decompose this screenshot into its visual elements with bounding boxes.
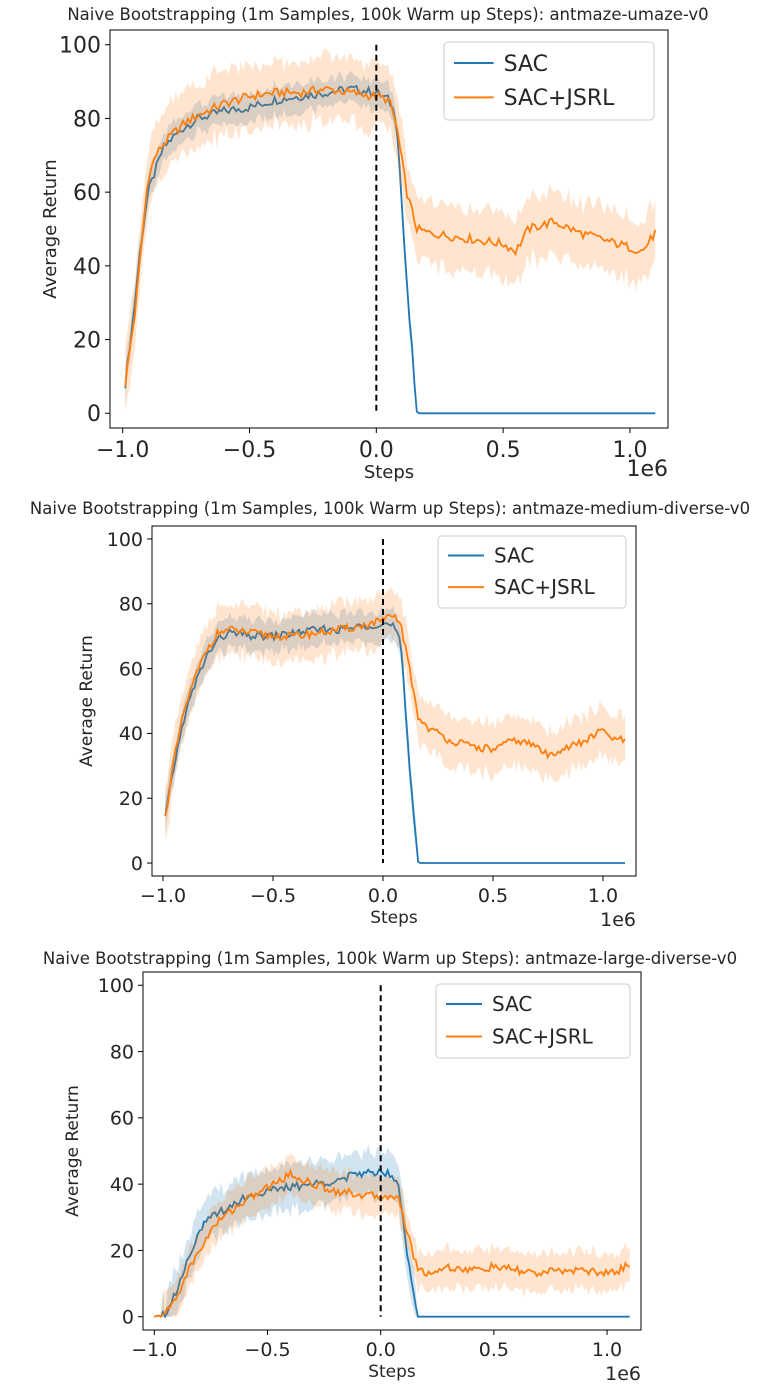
legend-entry: SAC+JSRL (504, 86, 616, 111)
y-axis-label: Average Return (77, 635, 97, 767)
x-axis-label: Steps (364, 462, 414, 483)
plot-area (164, 587, 626, 864)
y-tick-label: 40 (119, 723, 143, 745)
x-tick-label: 0.0 (366, 1339, 396, 1361)
y-tick-label: 0 (87, 402, 101, 427)
y-tick-label: 60 (73, 181, 101, 206)
x-tick-label: −0.5 (223, 438, 276, 463)
y-tick-label: 20 (110, 1240, 134, 1262)
legend-entry: SAC (494, 543, 534, 567)
legend-frame (443, 41, 655, 121)
y-tick-label: 40 (73, 255, 101, 280)
legend-entry: SAC (492, 992, 532, 1016)
legend-frame (437, 535, 627, 609)
y-tick-label: 20 (119, 788, 143, 810)
plot-area (124, 48, 657, 415)
y-axis-label: Average Return (63, 1085, 83, 1217)
x-tick-label: −1.0 (131, 1339, 177, 1361)
y-tick-label: 100 (98, 975, 134, 997)
series-line-sac-jsrl (164, 613, 626, 816)
chart-title: Naive Bootstrapping (1m Samples, 100k Wa… (30, 499, 750, 518)
y-tick-label: 0 (122, 1307, 134, 1329)
x-offset-label: 1e6 (600, 909, 636, 931)
x-tick-label: 0.0 (359, 438, 394, 463)
y-tick-label: 60 (110, 1108, 134, 1130)
legend-entry: SAC (504, 52, 548, 77)
y-tick-label: 80 (110, 1041, 134, 1063)
legend-frame (435, 983, 631, 1059)
legend-entry: SAC+JSRL (494, 575, 596, 599)
x-tick-label: 1.0 (588, 885, 618, 907)
plot-frame (109, 29, 669, 429)
y-axis-label: Average Return (40, 159, 61, 298)
legend: SAC SAC+JSRL (435, 983, 631, 1059)
y-tick-label: 20 (73, 328, 101, 353)
x-tick-label: −1.0 (96, 438, 149, 463)
series-band-sac-jsrl (125, 48, 656, 414)
series-line-sac (154, 1167, 630, 1319)
y-tick-label: 60 (119, 658, 143, 680)
plot-frame (151, 525, 637, 877)
x-tick-label: −1.0 (140, 885, 186, 907)
y-tick-label: 80 (119, 594, 143, 616)
legend: SAC SAC+JSRL (437, 535, 627, 609)
legend: SAC SAC+JSRL (443, 41, 655, 121)
x-offset-label: 1e6 (605, 1363, 641, 1385)
plot-area (154, 1144, 630, 1319)
series-line-sac (124, 84, 656, 415)
x-tick-label: 1.0 (592, 1339, 622, 1361)
series-line-sac (164, 621, 625, 864)
chart-large-diverse: Naive Bootstrapping (1m Samples, 100k Wa… (43, 949, 737, 1385)
x-axis-label: Steps (370, 908, 418, 928)
x-tick-label: 0.5 (478, 885, 508, 907)
y-tick-label: 100 (107, 529, 143, 551)
plot-frame (142, 971, 642, 1331)
x-tick-label: 0.5 (486, 438, 521, 463)
series-line-sac-jsrl (124, 85, 657, 387)
legend-entry: SAC+JSRL (492, 1025, 594, 1049)
x-tick-label: 1.0 (612, 438, 647, 463)
y-tick-label: 0 (131, 853, 143, 875)
x-tick-label: −0.5 (244, 1339, 290, 1361)
chart-medium-diverse: Naive Bootstrapping (1m Samples, 100k Wa… (30, 499, 750, 931)
x-tick-label: 0.5 (479, 1339, 509, 1361)
y-tick-label: 80 (73, 107, 101, 132)
series-line-sac-jsrl (154, 1168, 630, 1318)
y-tick-label: 100 (59, 34, 101, 59)
x-offset-label: 1e6 (626, 457, 668, 482)
chart-title: Naive Bootstrapping (1m Samples, 100k Wa… (43, 949, 737, 968)
chart-umaze: Naive Bootstrapping (1m Samples, 100k Wa… (40, 5, 709, 483)
x-tick-label: 0.0 (368, 885, 398, 907)
series-band-sac-jsrl (165, 587, 625, 840)
y-tick-label: 40 (110, 1174, 134, 1196)
chart-title: Naive Bootstrapping (1m Samples, 100k Wa… (67, 5, 708, 24)
x-axis-label: Steps (368, 1362, 416, 1382)
series-band-sac-jsrl (154, 1153, 630, 1317)
x-tick-label: −0.5 (250, 885, 296, 907)
